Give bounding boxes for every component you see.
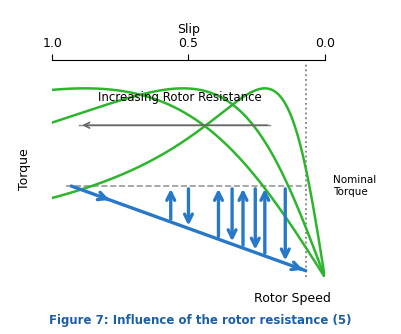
Text: Rotor Speed: Rotor Speed — [254, 293, 330, 305]
Text: Figure 7: Influence of the rotor resistance (5): Figure 7: Influence of the rotor resista… — [49, 314, 352, 327]
X-axis label: Slip: Slip — [177, 22, 200, 35]
Text: Increasing Rotor Resistance: Increasing Rotor Resistance — [98, 91, 262, 104]
Text: Nominal
Torque: Nominal Torque — [333, 175, 376, 197]
Text: Torque: Torque — [18, 148, 31, 190]
